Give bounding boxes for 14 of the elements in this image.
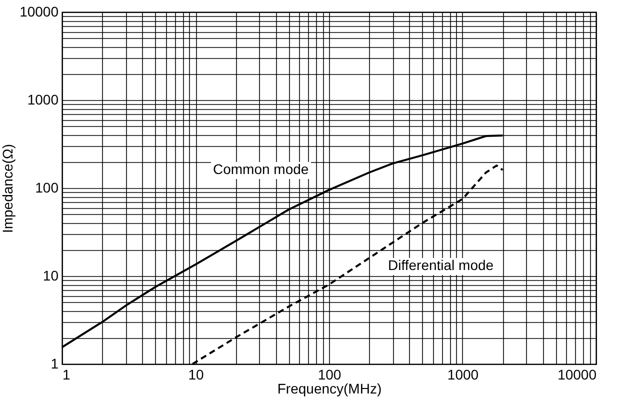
- y-tick-label: 10000: [20, 4, 59, 20]
- x-tick-label: 100: [318, 366, 342, 382]
- x-tick-label: 10000: [558, 366, 597, 382]
- y-tick-label: 1000: [27, 92, 59, 108]
- series-label: Common mode: [213, 161, 309, 177]
- y-tick-label: 1: [50, 356, 59, 372]
- x-tick-label: 1000: [447, 366, 479, 382]
- y-tick-label: 100: [35, 180, 59, 196]
- y-axis-title: Impedance(Ω): [0, 144, 16, 234]
- y-tick-label: 10: [42, 268, 59, 284]
- x-axis-title: Frequency(MHz): [277, 380, 382, 396]
- x-tick-label: 10: [188, 366, 204, 382]
- x-tick-label: 1: [62, 366, 70, 382]
- series-label: Differential mode: [388, 257, 494, 273]
